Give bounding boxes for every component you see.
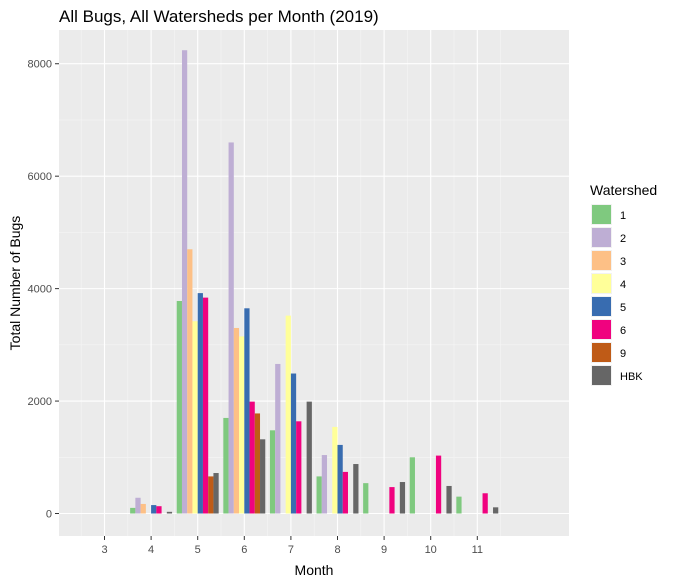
bar-4-month-7: [285, 315, 291, 514]
y-tick-label: 0: [46, 509, 52, 521]
y-axis-title: Total Number of Bugs: [7, 216, 23, 351]
bars: [130, 50, 499, 514]
bar-6-month-9: [389, 487, 395, 514]
bar-1-month-6: [223, 417, 229, 514]
legend-title: Watershed: [590, 182, 657, 198]
legend-label-4: 4: [620, 279, 626, 291]
x-tick-label: 7: [288, 544, 294, 556]
y-tick-label: 8000: [28, 59, 52, 71]
x-tick-label: 10: [425, 544, 437, 556]
bar-5-month-7: [290, 373, 297, 514]
bar-1-month-10: [409, 457, 415, 514]
x-tick-label: 5: [195, 544, 201, 556]
bar-5-month-4: [151, 505, 157, 514]
legend-swatch-9: [592, 343, 611, 362]
x-axis-title: Month: [295, 562, 334, 578]
legend-swatch-4: [592, 274, 611, 293]
bar-3-month-4: [140, 503, 146, 514]
bar-9-month-5: [208, 476, 214, 514]
y-tick-label: 4000: [28, 284, 52, 296]
bar-2-month-8: [321, 455, 328, 514]
x-tick-label: 11: [472, 544, 483, 556]
bar-HBK-month-7: [306, 401, 312, 514]
bar-3-month-5: [187, 249, 193, 514]
legend-swatch-HBK: [592, 366, 611, 385]
legend-swatch-3: [592, 251, 611, 270]
bar-5-month-5: [197, 293, 203, 514]
grid-minor: [59, 30, 569, 536]
x-tick-label: 8: [334, 544, 340, 556]
bar-2-month-6: [228, 142, 234, 514]
bar-9-month-6: [254, 413, 261, 514]
legend-label-1: 1: [620, 210, 626, 222]
bar-1-month-9: [363, 483, 369, 514]
x-tick-label: 6: [241, 544, 247, 556]
bar-4-month-5: [192, 321, 198, 514]
bar-6-month-10: [435, 455, 442, 514]
legend-swatch-5: [592, 297, 611, 316]
y-axis: 0 2000 4000 6000 8000: [28, 59, 59, 521]
x-tick-label: 9: [381, 544, 387, 556]
legend-swatch-2: [592, 228, 611, 247]
bar-5-month-6: [244, 308, 250, 514]
bar-1-month-7: [269, 430, 276, 514]
bar-2-month-5: [181, 50, 188, 514]
bar-6-month-5: [202, 297, 209, 514]
legend-label-HBK: HBK: [620, 371, 643, 383]
bar-1-month-5: [176, 300, 182, 514]
x-tick-label: 4: [148, 544, 154, 556]
bar-HBK-month-5: [213, 473, 219, 514]
legend-swatch-6: [592, 320, 611, 339]
bar-6-month-4: [156, 506, 162, 514]
bar-6-month-11: [482, 493, 488, 514]
bar-6-month-6: [249, 401, 255, 514]
bar-2-month-4: [135, 497, 141, 514]
bar-6-month-7: [296, 421, 302, 514]
bar-6-month-8: [342, 471, 348, 514]
bar-HBK-month-8: [353, 464, 359, 514]
legend-swatch-1: [592, 205, 611, 224]
legend-label-9: 9: [620, 348, 626, 360]
bar-HBK-month-6: [260, 439, 266, 514]
bar-HBK-month-9: [399, 482, 406, 514]
bar-HBK-month-11: [493, 507, 499, 514]
bar-3-month-6: [233, 327, 240, 514]
chart-title: All Bugs, All Watersheds per Month (2019…: [59, 7, 379, 26]
x-tick-label: 3: [101, 544, 107, 556]
bar-5-month-8: [337, 444, 343, 514]
y-tick-label: 6000: [28, 171, 52, 183]
bar-HBK-month-4: [166, 511, 173, 514]
legend-label-5: 5: [620, 302, 626, 314]
bar-1-month-11: [456, 496, 462, 514]
bar-4-month-6: [239, 336, 245, 514]
x-axis: 3 4 5 6 7 8 9 10 11: [101, 536, 483, 556]
bar-4-month-8: [332, 426, 338, 514]
legend-label-6: 6: [620, 325, 626, 337]
legend-label-2: 2: [620, 233, 626, 245]
grid-major: [59, 30, 569, 536]
legend-label-3: 3: [620, 256, 626, 268]
bar-1-month-4: [130, 507, 136, 514]
y-tick-label: 2000: [28, 396, 52, 408]
bar-2-month-7: [275, 363, 281, 514]
legend: Watershed 1 2 3 4 5 6 9 HBK: [590, 182, 657, 386]
bar-1-month-8: [316, 476, 322, 514]
bar-HBK-month-10: [446, 485, 452, 514]
